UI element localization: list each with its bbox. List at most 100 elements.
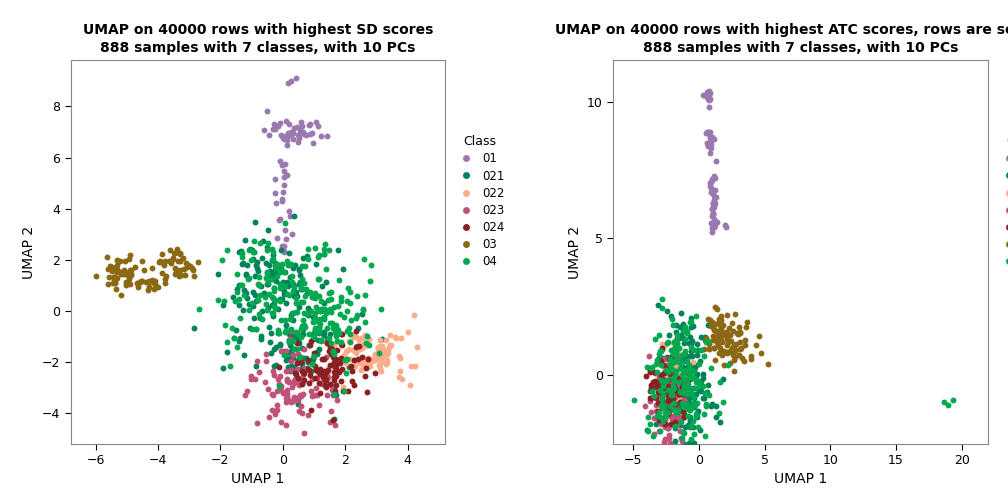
Point bbox=[659, 386, 675, 394]
Point bbox=[382, 331, 398, 339]
Point bbox=[227, 334, 243, 342]
Point bbox=[282, 128, 298, 136]
Point bbox=[669, 336, 685, 344]
Point bbox=[643, 384, 659, 392]
Point bbox=[300, 355, 317, 363]
Point bbox=[665, 344, 681, 352]
Point bbox=[266, 284, 282, 292]
Point bbox=[706, 332, 722, 340]
Point bbox=[295, 354, 311, 362]
Point bbox=[298, 309, 314, 318]
Point bbox=[708, 193, 724, 201]
Point bbox=[648, 360, 664, 368]
Point bbox=[308, 317, 325, 325]
Point bbox=[304, 331, 321, 339]
Point bbox=[299, 363, 316, 371]
Point bbox=[677, 401, 694, 409]
Point bbox=[660, 382, 676, 390]
Point bbox=[296, 323, 312, 331]
Point bbox=[272, 215, 288, 223]
Point bbox=[691, 357, 708, 365]
Point bbox=[676, 370, 692, 379]
X-axis label: UMAP 1: UMAP 1 bbox=[231, 472, 284, 486]
Point bbox=[353, 334, 369, 342]
Point bbox=[275, 167, 291, 175]
Point bbox=[327, 358, 343, 366]
Point bbox=[663, 389, 679, 397]
Point bbox=[731, 324, 747, 332]
Point bbox=[278, 326, 294, 334]
Point bbox=[278, 299, 294, 307]
Point bbox=[323, 418, 339, 426]
Point bbox=[330, 326, 346, 334]
Point bbox=[373, 352, 389, 360]
Point bbox=[284, 230, 300, 238]
Point bbox=[703, 179, 719, 187]
Point bbox=[706, 210, 722, 218]
Point bbox=[661, 388, 677, 396]
Point bbox=[285, 397, 301, 405]
Point bbox=[112, 257, 128, 265]
Point bbox=[675, 383, 691, 391]
Point bbox=[276, 290, 292, 298]
Point bbox=[279, 141, 295, 149]
Point bbox=[293, 358, 309, 366]
Point bbox=[280, 261, 296, 269]
Point bbox=[283, 365, 299, 373]
Point bbox=[326, 372, 342, 381]
Point bbox=[678, 446, 695, 454]
Point bbox=[663, 357, 679, 365]
Point bbox=[680, 439, 697, 447]
Point bbox=[718, 221, 734, 229]
Point bbox=[169, 244, 185, 253]
Point bbox=[665, 339, 681, 347]
Point bbox=[179, 263, 196, 271]
Point bbox=[669, 331, 685, 339]
Point bbox=[333, 292, 349, 300]
Point bbox=[660, 397, 676, 405]
Point bbox=[732, 329, 748, 337]
Point bbox=[112, 268, 128, 276]
Point bbox=[304, 392, 321, 400]
Point bbox=[267, 125, 283, 133]
Point bbox=[325, 386, 341, 394]
Point bbox=[645, 368, 661, 376]
Point bbox=[654, 345, 670, 353]
Point bbox=[306, 373, 323, 382]
Point bbox=[656, 387, 672, 395]
Point bbox=[300, 311, 317, 319]
Point bbox=[723, 337, 739, 345]
Point bbox=[244, 325, 260, 333]
Point bbox=[653, 388, 669, 396]
Point bbox=[714, 347, 730, 355]
Point bbox=[272, 372, 288, 381]
Point bbox=[691, 381, 708, 389]
Point bbox=[649, 382, 665, 390]
Point bbox=[654, 400, 670, 408]
Point bbox=[309, 328, 326, 336]
Point bbox=[708, 333, 724, 341]
Point bbox=[674, 389, 690, 397]
Point bbox=[231, 281, 247, 289]
Point bbox=[245, 301, 261, 309]
Point bbox=[671, 364, 687, 372]
Point bbox=[268, 401, 284, 409]
Point bbox=[710, 319, 726, 327]
Point bbox=[268, 360, 284, 368]
Point bbox=[285, 332, 301, 340]
Point bbox=[650, 407, 666, 415]
Point bbox=[703, 178, 719, 186]
Point bbox=[652, 386, 668, 394]
Point bbox=[685, 393, 702, 401]
Point bbox=[648, 419, 664, 427]
Point bbox=[325, 325, 341, 333]
Point bbox=[673, 382, 689, 390]
Point bbox=[288, 366, 304, 374]
Point bbox=[360, 354, 376, 362]
Point bbox=[684, 366, 701, 374]
Point bbox=[705, 135, 721, 143]
Point bbox=[704, 133, 720, 141]
Point bbox=[659, 424, 675, 432]
Point bbox=[675, 403, 691, 411]
Point bbox=[276, 247, 292, 255]
